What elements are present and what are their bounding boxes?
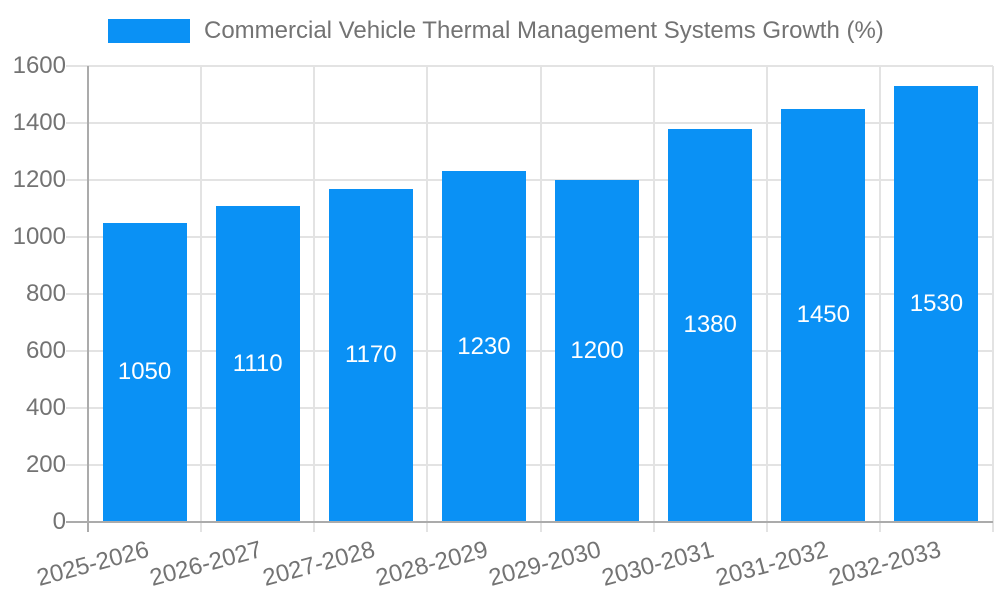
x-axis-tick-label: 2029-2030	[486, 536, 605, 592]
y-axis-tick-label: 1400	[12, 109, 66, 136]
y-gridline	[66, 179, 993, 181]
x-gridline	[992, 66, 994, 532]
bar[interactable]: 1380	[668, 128, 753, 522]
y-gridline	[66, 407, 993, 409]
x-gridline	[539, 66, 542, 532]
y-gridline	[66, 293, 993, 295]
bar[interactable]: 1170	[328, 188, 413, 522]
x-axis-tick-label: 2025-2026	[33, 536, 152, 592]
x-gridline	[878, 66, 881, 532]
y-axis-tick-label: 200	[25, 451, 66, 478]
x-gridline	[652, 66, 655, 532]
bar[interactable]: 1050	[102, 222, 187, 522]
x-gridline	[313, 66, 316, 532]
x-gridline	[200, 66, 203, 532]
x-axis-tick-label: 2030-2031	[599, 536, 718, 592]
bar-value-label: 1110	[232, 349, 283, 377]
bar-value-label: 1450	[796, 301, 850, 329]
x-axis-tick-label: 2028-2029	[373, 536, 491, 592]
y-axis-tick-label: 600	[25, 337, 66, 364]
y-gridline	[66, 350, 993, 352]
bar[interactable]: 1450	[781, 108, 866, 522]
plot-area: 0 200 400 600 800 1000 1200 1400 1600 1050 1110 117…	[13, 52, 994, 592]
y-axis-tick-label: 1600	[12, 52, 66, 79]
y-axis-tick-label: 1200	[12, 166, 66, 193]
y-axis-tick-label: 800	[25, 280, 66, 307]
bar[interactable]: 1230	[441, 171, 526, 522]
legend-swatch	[108, 19, 190, 43]
y-gridline	[66, 122, 993, 124]
bar-value-label: 1170	[345, 341, 397, 369]
y-axis-line	[87, 66, 89, 532]
bar-value-label: 1380	[683, 311, 737, 339]
bar-value-label: 1050	[117, 358, 172, 386]
y-axis-tick-label: 0	[52, 508, 66, 535]
y-axis-tick-label: 1000	[12, 223, 66, 250]
y-gridline	[66, 236, 993, 238]
legend-label: Commercial Vehicle Thermal Management Sy…	[204, 17, 884, 44]
y-gridline	[66, 65, 993, 67]
bar-value-label: 1230	[457, 332, 511, 360]
bar[interactable]: 1530	[894, 85, 979, 522]
bar-value-label: 1530	[909, 289, 964, 317]
x-axis-line	[66, 521, 993, 523]
legend[interactable]: Commercial Vehicle Thermal Management Sy…	[108, 17, 884, 45]
x-axis-tick-label: 2031-2032	[712, 536, 831, 592]
y-gridline	[66, 464, 993, 466]
x-gridline	[765, 66, 768, 532]
x-axis-tick-label: 2032-2033	[825, 536, 944, 592]
y-axis-tick-label: 400	[25, 394, 66, 421]
x-axis-tick-label: 2026-2027	[146, 536, 265, 592]
x-gridline	[426, 66, 429, 532]
bar[interactable]: 1110	[215, 205, 300, 522]
x-axis-tick-label: 2027-2028	[259, 536, 378, 592]
bar-value-label: 1200	[570, 337, 624, 364]
bar[interactable]: 1200	[555, 180, 640, 522]
